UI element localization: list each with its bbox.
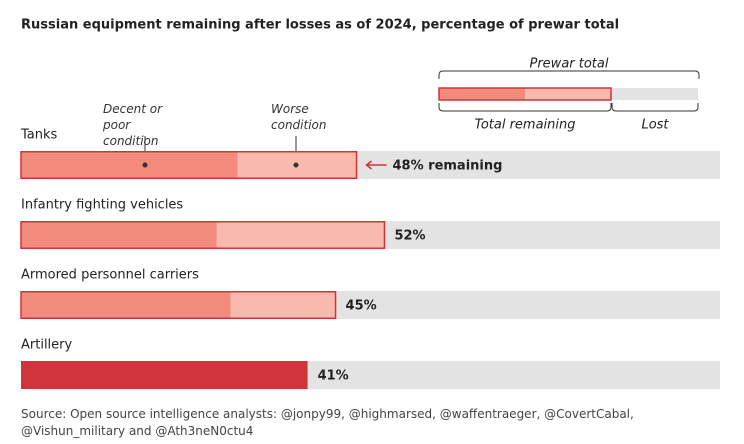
- value-label: 41%: [318, 369, 349, 384]
- legend-outline: [438, 87, 612, 101]
- arrow: [365, 160, 387, 170]
- legend-remaining: Total remaining: [474, 118, 575, 133]
- chart-title: Russian equipment remaining after losses…: [21, 18, 619, 33]
- category-label: Armored personnel carriers: [21, 268, 199, 283]
- legend-swatch: [525, 88, 611, 100]
- legend-title: Prewar total: [530, 57, 609, 72]
- value-label: 52%: [394, 229, 425, 244]
- bar-outline: [20, 291, 337, 319]
- bar-outline: [20, 221, 386, 249]
- value-label: 45%: [346, 299, 377, 314]
- category-label: Artillery: [21, 338, 73, 353]
- category-label: Tanks: [20, 128, 58, 143]
- bar: [21, 361, 308, 389]
- bar-segment: [21, 291, 231, 319]
- category-label: Infantry fighting vehicles: [21, 198, 183, 213]
- bar-segment: [216, 221, 385, 249]
- bar-segment: [21, 221, 217, 249]
- legend-swatch: [439, 88, 525, 100]
- source: Source: Open source intelligence analyst…: [21, 407, 634, 438]
- legend-swatch: [611, 88, 698, 100]
- legend-brace: [438, 103, 699, 112]
- annotation: Decent or poor condition: [103, 102, 163, 148]
- bar-segment: [21, 151, 238, 179]
- annotation: Worse condition: [271, 102, 327, 132]
- annotation-dot: [293, 162, 299, 168]
- legend-brace: [438, 70, 700, 79]
- annotation-dot: [142, 162, 148, 168]
- bar-segment: [230, 291, 336, 319]
- value-label: 48% remaining: [393, 159, 503, 174]
- bar-outline: [20, 151, 358, 179]
- legend-lost: Lost: [641, 118, 669, 133]
